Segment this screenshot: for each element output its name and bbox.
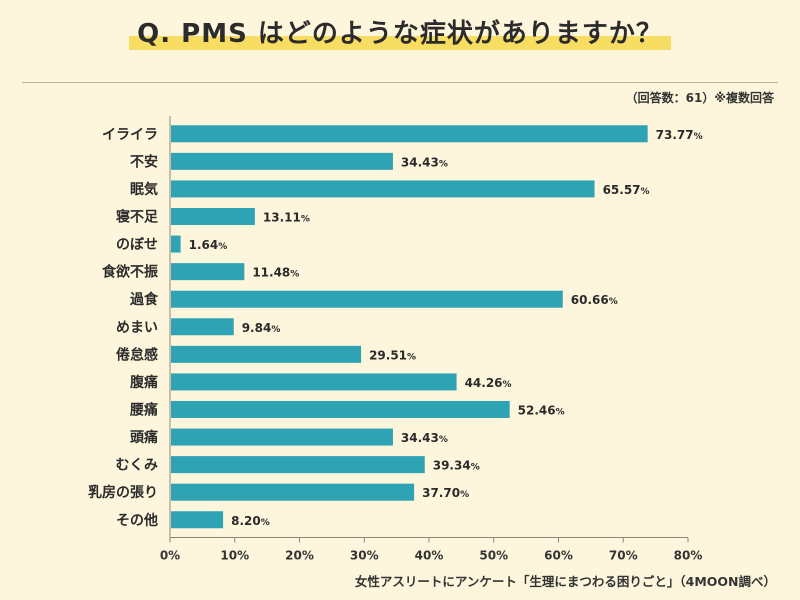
data-label-unit: % (261, 518, 270, 528)
bar (171, 263, 245, 281)
category-label: 食欲不振 (102, 264, 158, 281)
category-label: 寝不足 (116, 208, 159, 225)
bar (171, 428, 393, 446)
bar (171, 345, 362, 363)
x-tick-label: 40% (415, 549, 444, 563)
data-label: 44.26% (465, 376, 512, 390)
x-tick-label: 30% (350, 549, 379, 563)
chart-title: Q. PMS はどのような症状がありますか？ (129, 14, 671, 54)
category-label: めまい (116, 320, 158, 336)
data-label-unit: % (556, 407, 565, 417)
data-label-unit: % (460, 490, 469, 500)
data-label-unit: % (407, 352, 416, 362)
category-label: 腰痛 (129, 401, 158, 418)
x-tick-label: 80% (674, 549, 703, 563)
data-label-unit: % (641, 187, 650, 197)
bar (171, 290, 563, 308)
category-label: 腹痛 (130, 374, 158, 391)
category-label: 不安 (130, 153, 158, 170)
title-divider (22, 82, 778, 83)
category-label: イライラ (102, 127, 158, 143)
data-label: 34.43% (401, 155, 448, 169)
bar (171, 125, 648, 143)
category-label: のぼせ (116, 237, 158, 253)
x-tick-label: 20% (285, 549, 314, 563)
category-label: 眠気 (130, 181, 158, 198)
data-label-unit: % (694, 132, 703, 142)
data-label-unit: % (301, 214, 310, 224)
data-label: 52.46% (518, 403, 565, 417)
bar (171, 180, 595, 198)
data-label-unit: % (439, 435, 448, 445)
data-label-unit: % (290, 270, 299, 280)
data-label-unit: % (439, 159, 448, 169)
bar (171, 400, 510, 418)
data-label-unit: % (609, 297, 618, 307)
category-label: むくみ (115, 458, 158, 474)
category-label: 倦怠感 (116, 346, 158, 363)
title-highlight (129, 36, 671, 50)
data-label-unit: % (503, 380, 512, 390)
x-tick-label: 70% (609, 549, 638, 563)
data-label: 34.43% (401, 431, 448, 445)
data-label: 60.66% (571, 293, 618, 307)
bar (171, 483, 415, 501)
category-label: 頭痛 (130, 429, 158, 446)
data-label: 8.20% (231, 514, 270, 528)
data-label-unit: % (218, 242, 227, 252)
data-label: 9.84% (242, 321, 281, 335)
data-label: 73.77% (656, 128, 703, 142)
data-label: 65.57% (603, 183, 650, 197)
data-label: 11.48% (252, 266, 299, 280)
bar (171, 373, 457, 391)
data-label: 37.70% (422, 486, 469, 500)
data-label-unit: % (471, 463, 480, 473)
bar (171, 152, 393, 170)
x-tick-label: 60% (544, 549, 573, 563)
response-note: （回答数：61）※複数回答 (625, 91, 774, 105)
source-note: 女性アスリートにアンケート「生理にまつわる困りごと」（4MOON調べ） (354, 574, 776, 589)
title-wrap: Q. PMS はどのような症状がありますか？ (0, 14, 800, 54)
x-tick-label: 50% (479, 549, 508, 563)
data-label: 13.11% (263, 210, 310, 224)
bar (171, 318, 234, 336)
chart-title-text: Q. PMS はどのような症状がありますか？ (137, 19, 663, 49)
category-label: 乳房の張り (88, 484, 158, 501)
data-label: 1.64% (189, 238, 228, 252)
bar (171, 456, 425, 474)
x-tick-label: 0% (160, 549, 180, 563)
data-label: 29.51% (369, 348, 416, 362)
category-label: その他 (116, 512, 158, 529)
bar (171, 235, 181, 253)
category-label: 過食 (129, 291, 159, 308)
bar (171, 511, 224, 529)
data-label: 39.34% (433, 459, 480, 473)
data-label-unit: % (271, 325, 280, 335)
bar (171, 207, 255, 225)
x-tick-label: 10% (220, 549, 249, 563)
